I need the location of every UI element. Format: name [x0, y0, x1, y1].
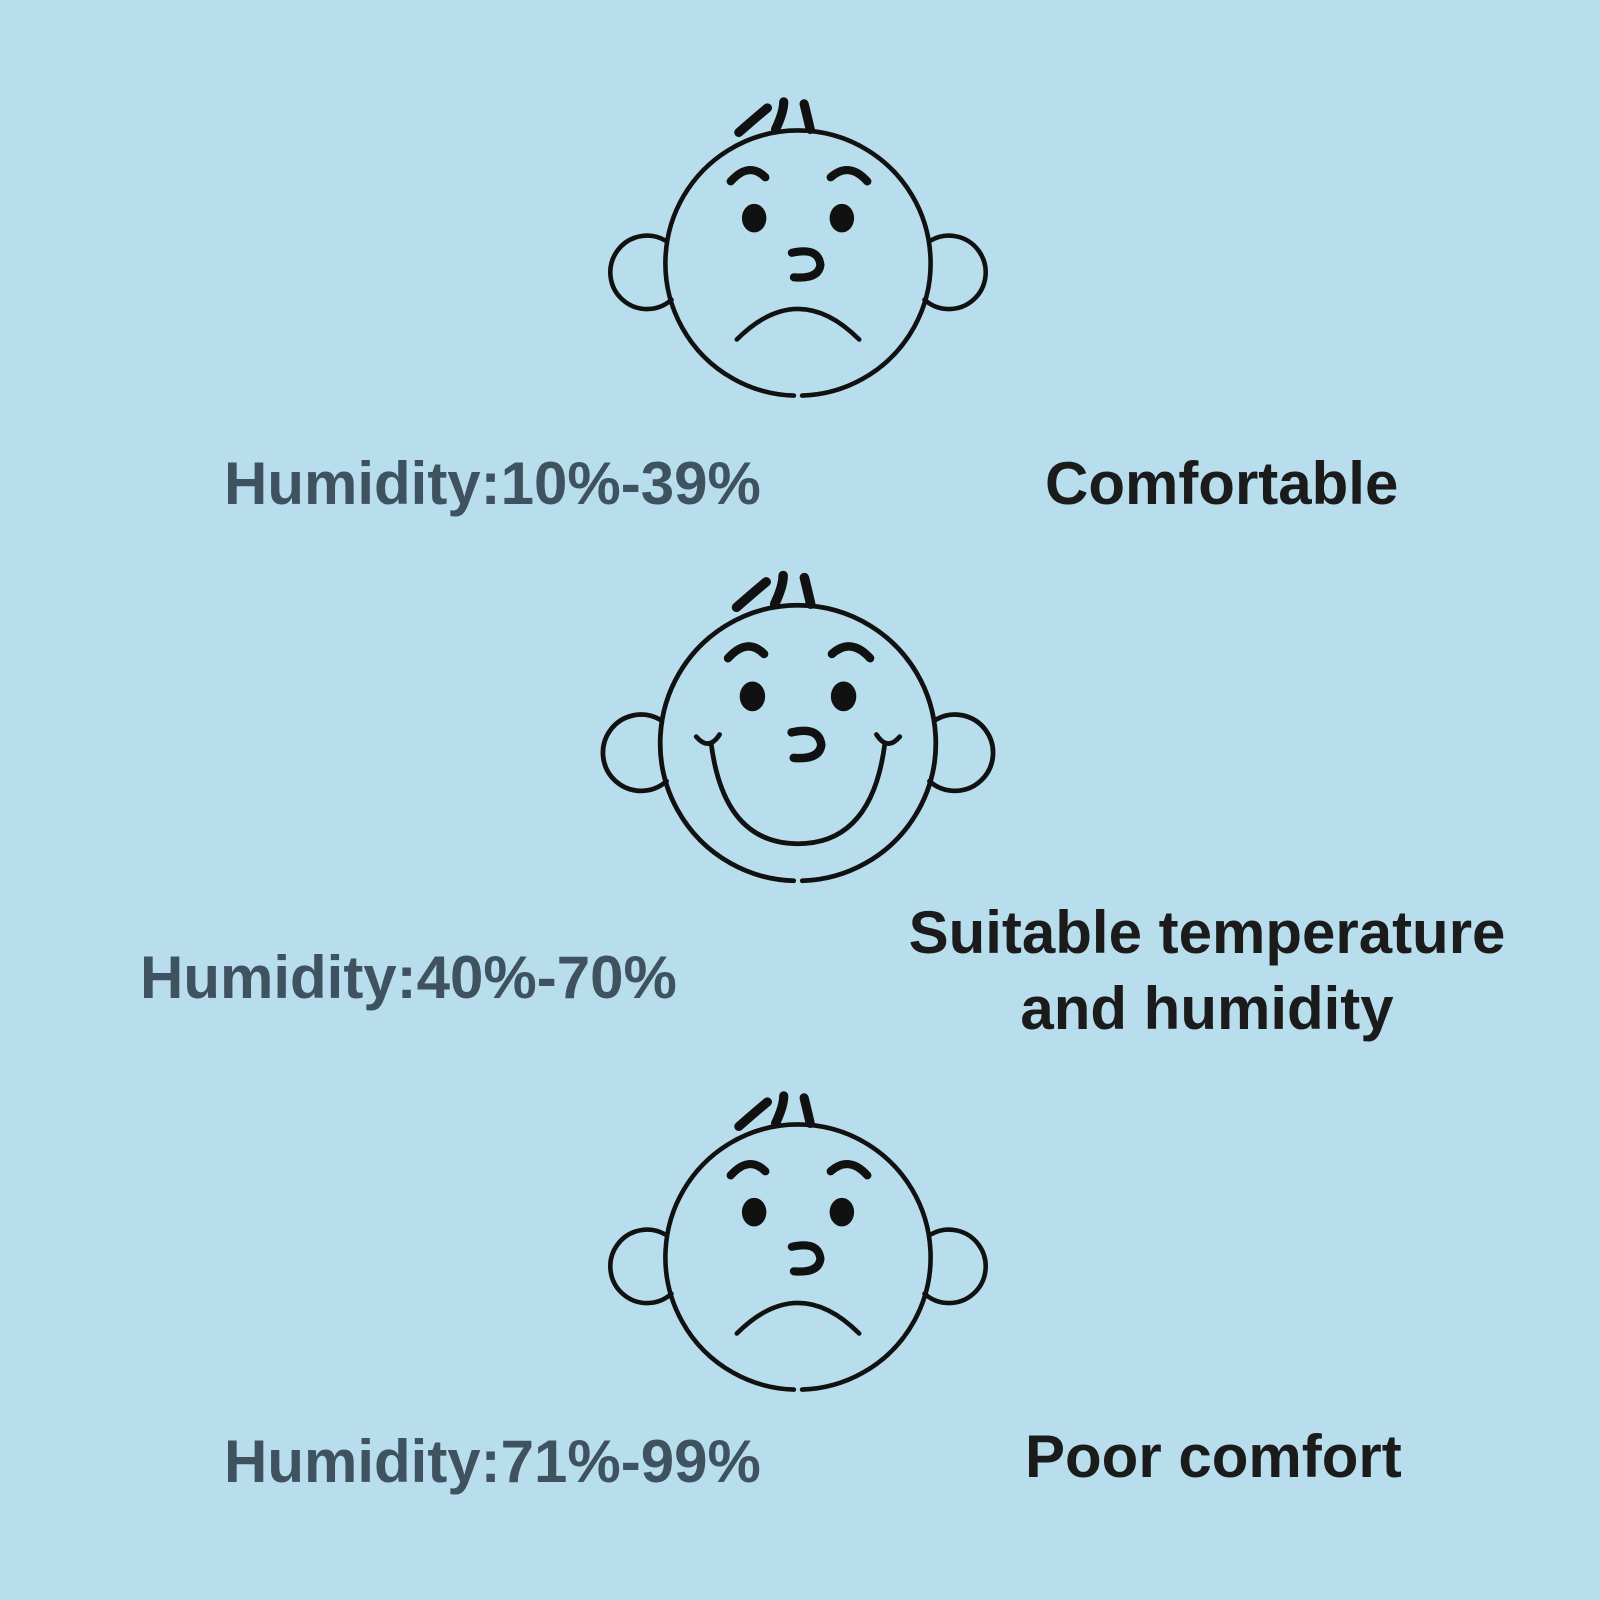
comfort-label-high: Poor comfort: [1025, 1423, 1402, 1490]
sad-face-icon: [608, 1091, 988, 1392]
comfort-label-mid-line1: Suitable temperature: [908, 899, 1506, 966]
humidity-range-high: Humidity:71%-99%: [224, 1428, 761, 1495]
humidity-range-mid: Humidity:40%-70%: [140, 944, 677, 1011]
comfort-label-mid-line2: and humidity: [1020, 975, 1394, 1042]
comfort-label-low: Comfortable: [1045, 450, 1399, 517]
humidity-range-low: Humidity:10%-39%: [224, 450, 761, 517]
smiling-face-icon: [600, 570, 996, 884]
sad-face-icon: [608, 97, 988, 398]
